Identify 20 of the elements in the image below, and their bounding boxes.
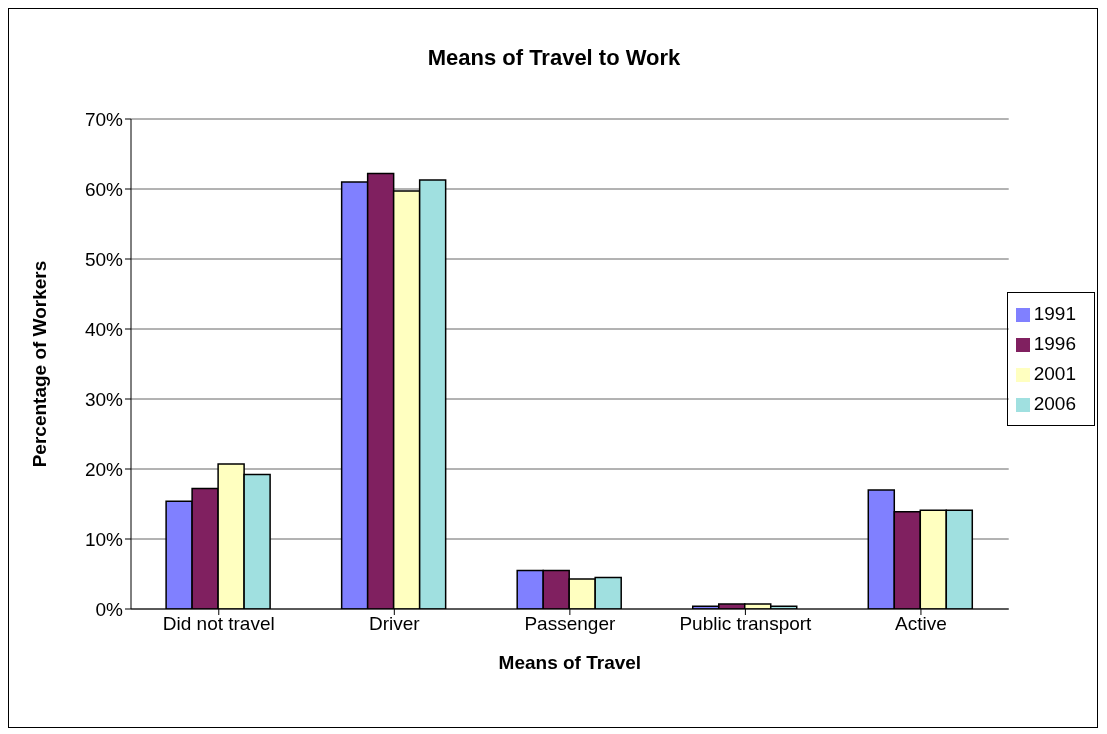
chart-title: Means of Travel to Work xyxy=(426,45,682,71)
y-tick-label: 70% xyxy=(84,108,124,130)
x-tick-label: Did not travel xyxy=(162,613,275,635)
y-tick-label: 10% xyxy=(84,528,124,550)
legend-label: 1991 xyxy=(1033,303,1076,324)
x-tick-label: Driver xyxy=(368,613,421,635)
y-tick-label: 30% xyxy=(84,388,124,410)
legend-label: 2001 xyxy=(1033,363,1076,384)
y-tick-label: 50% xyxy=(84,248,124,270)
legend-label: 2006 xyxy=(1033,393,1076,414)
y-tick-label: 60% xyxy=(84,178,124,200)
y-tick-label: 20% xyxy=(84,458,124,480)
x-tick-label: Public transport xyxy=(679,613,813,635)
x-tick-label: Active xyxy=(895,613,947,635)
y-axis-title: Percentage of Workers xyxy=(28,260,50,468)
y-tick-label: 40% xyxy=(84,318,124,340)
y-tick-label: 0% xyxy=(95,598,124,620)
x-axis-title: Means of Travel xyxy=(498,652,642,673)
legend-label: 1996 xyxy=(1033,333,1076,354)
x-tick-label: Passenger xyxy=(524,613,616,635)
